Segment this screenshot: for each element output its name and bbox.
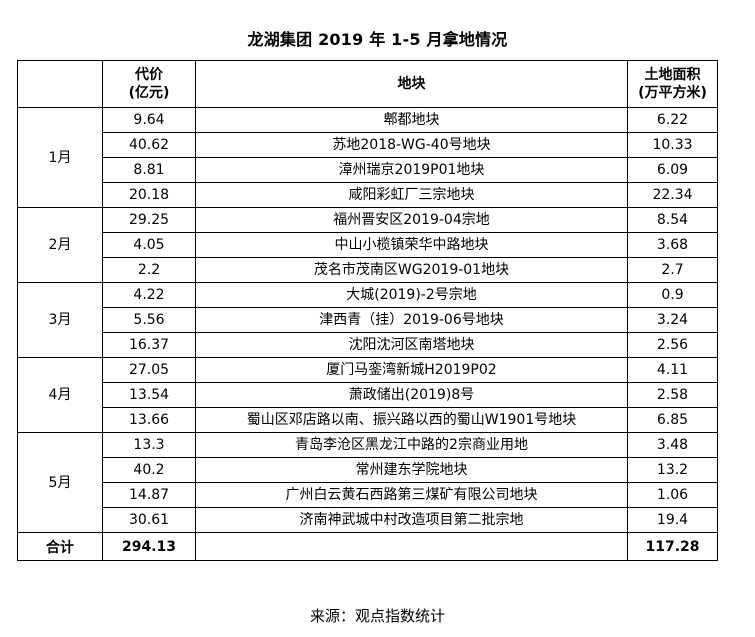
table-row: 3月 4.22 大城(2019)-2号宗地 0.9 <box>17 282 718 358</box>
plot-cell: 漳州瑞京2019P01地块 <box>195 157 628 183</box>
table-row: 2月 29.25 福州晋安区2019-04宗地 8.54 <box>17 207 718 283</box>
total-plot <box>195 532 628 561</box>
area-cell: 0.9 <box>627 282 718 308</box>
table-row: 30.61 济南神武城中村改造项目第二批宗地 19.4 <box>18 507 718 533</box>
plot-cell: 津西青（挂）2019-06号地块 <box>195 307 628 333</box>
plot-cell: 沈阳沈河区南塔地块 <box>195 332 628 358</box>
price-cell: 29.25 <box>102 207 196 233</box>
table-row: 20.18 咸阳彩虹厂三宗地块 22.34 <box>18 182 718 208</box>
price-cell: 5.56 <box>102 307 196 333</box>
table-row: 5月 13.3 青岛李沧区黑龙江中路的2宗商业用地 3.48 <box>17 432 718 533</box>
plot-cell: 萧政储出(2019)8号 <box>195 382 628 408</box>
price-cell: 14.87 <box>102 482 196 508</box>
table-row: 13.66 蜀山区邓店路以南、振兴路以西的蜀山W1901号地块 6.85 <box>18 407 718 433</box>
header-plot: 地块 <box>195 60 628 108</box>
month-cell: 2月 <box>17 207 103 283</box>
table-row: 1月 9.64 郫都地块 6.22 <box>17 107 718 208</box>
header-area-line2: (万平方米) <box>638 85 707 101</box>
plot-cell: 青岛李沧区黑龙江中路的2宗商业用地 <box>195 432 628 458</box>
plot-cell: 厦门马銮湾新城H2019P02 <box>195 357 628 383</box>
price-cell: 8.81 <box>102 157 196 183</box>
table-row: 40.62 苏地2018-WG-40号地块 10.33 <box>18 132 718 158</box>
header-price: 代价 (亿元) <box>102 60 196 108</box>
table-row: 14.87 广州白云黄石西路第三煤矿有限公司地块 1.06 <box>18 482 718 508</box>
header-row: 代价 (亿元) 地块 土地面积 (万平方米) <box>17 60 718 108</box>
price-cell: 13.54 <box>102 382 196 408</box>
table-row: 16.37 沈阳沈河区南塔地块 2.56 <box>18 332 718 358</box>
area-cell: 10.33 <box>627 132 718 158</box>
price-cell: 16.37 <box>102 332 196 358</box>
table-row: 4.05 中山小榄镇荣华中路地块 3.68 <box>18 232 718 258</box>
area-cell: 13.2 <box>627 457 718 483</box>
total-row: 合计 294.13 117.28 <box>17 532 718 561</box>
plot-cell: 茂名市茂南区WG2019-01地块 <box>195 257 628 283</box>
area-cell: 1.06 <box>627 482 718 508</box>
area-cell: 3.68 <box>627 232 718 258</box>
plot-cell: 常州建东学院地块 <box>195 457 628 483</box>
table-row: 40.2 常州建东学院地块 13.2 <box>18 457 718 483</box>
table-row: 2.2 茂名市茂南区WG2019-01地块 2.7 <box>18 257 718 283</box>
price-cell: 2.2 <box>102 257 196 283</box>
area-cell: 6.22 <box>627 107 718 133</box>
area-cell: 22.34 <box>627 182 718 208</box>
area-cell: 2.7 <box>627 257 718 283</box>
price-cell: 13.3 <box>102 432 196 458</box>
month-cell: 5月 <box>17 432 103 533</box>
price-cell: 27.05 <box>102 357 196 383</box>
header-price-line1: 代价 <box>135 67 163 83</box>
table-row: 4月 27.05 厦门马銮湾新城H2019P02 4.11 <box>17 357 718 433</box>
plot-cell: 苏地2018-WG-40号地块 <box>195 132 628 158</box>
price-cell: 4.22 <box>102 282 196 308</box>
area-cell: 2.58 <box>627 382 718 408</box>
area-cell: 3.24 <box>627 307 718 333</box>
price-cell: 4.05 <box>102 232 196 258</box>
price-cell: 30.61 <box>102 507 196 533</box>
header-area: 土地面积 (万平方米) <box>627 60 718 108</box>
area-cell: 2.56 <box>627 332 718 358</box>
plot-cell: 济南神武城中村改造项目第二批宗地 <box>195 507 628 533</box>
table-title: 龙湖集团 2019 年 1-5 月拿地情况 <box>247 30 508 49</box>
table-row: 13.54 萧政储出(2019)8号 2.58 <box>18 382 718 408</box>
price-cell: 20.18 <box>102 182 196 208</box>
total-label: 合计 <box>17 532 103 561</box>
plot-cell: 郫都地块 <box>195 107 628 133</box>
area-cell: 4.11 <box>627 357 718 383</box>
price-cell: 9.64 <box>102 107 196 133</box>
total-area: 117.28 <box>627 532 718 561</box>
source-note: 来源：观点指数统计 <box>309 607 445 625</box>
table-row: 8.81 漳州瑞京2019P01地块 6.09 <box>18 157 718 183</box>
header-blank <box>17 60 103 108</box>
price-cell: 40.62 <box>102 132 196 158</box>
price-cell: 40.2 <box>102 457 196 483</box>
plot-cell: 咸阳彩虹厂三宗地块 <box>195 182 628 208</box>
area-cell: 19.4 <box>627 507 718 533</box>
month-cell: 3月 <box>17 282 103 358</box>
table-row: 5.56 津西青（挂）2019-06号地块 3.24 <box>18 307 718 333</box>
price-cell: 13.66 <box>102 407 196 433</box>
header-price-line2: (亿元) <box>128 85 170 101</box>
land-acquisition-table: 代价 (亿元) 地块 土地面积 (万平方米) 1月 9.64 郫都地块 6.22… <box>17 60 718 561</box>
month-cell: 1月 <box>17 107 103 208</box>
table-body: 1月 9.64 郫都地块 6.22 40.62 苏地2018-WG-40号地块 … <box>17 107 718 561</box>
total-price: 294.13 <box>102 532 196 561</box>
plot-cell: 蜀山区邓店路以南、振兴路以西的蜀山W1901号地块 <box>195 407 628 433</box>
plot-cell: 大城(2019)-2号宗地 <box>195 282 628 308</box>
area-cell: 8.54 <box>627 207 718 233</box>
area-cell: 3.48 <box>627 432 718 458</box>
plot-cell: 广州白云黄石西路第三煤矿有限公司地块 <box>195 482 628 508</box>
plot-cell: 中山小榄镇荣华中路地块 <box>195 232 628 258</box>
area-cell: 6.09 <box>627 157 718 183</box>
plot-cell: 福州晋安区2019-04宗地 <box>195 207 628 233</box>
month-cell: 4月 <box>17 357 103 433</box>
header-area-line1: 土地面积 <box>644 67 701 83</box>
area-cell: 6.85 <box>627 407 718 433</box>
